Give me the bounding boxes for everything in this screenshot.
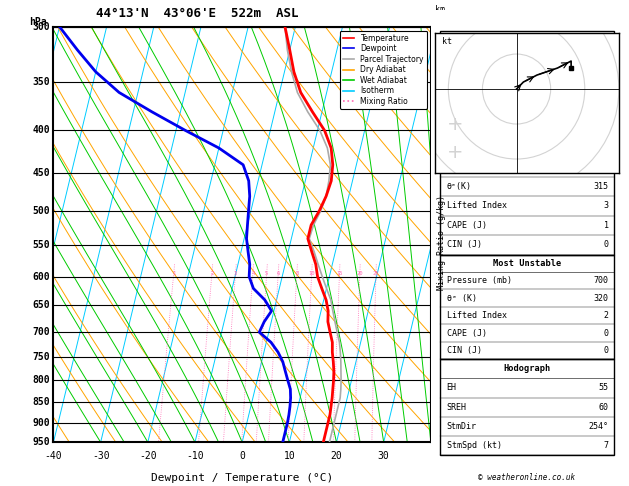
Text: Dewpoint / Temperature (°C): Dewpoint / Temperature (°C)	[151, 473, 333, 484]
Text: 700: 700	[594, 276, 609, 285]
Text: 0: 0	[239, 451, 245, 461]
Text: 750: 750	[32, 352, 50, 362]
Text: 700: 700	[32, 327, 50, 337]
Bar	[440, 255, 614, 359]
Text: 3: 3	[604, 201, 609, 210]
Text: 1: 1	[433, 418, 438, 428]
Bar	[440, 31, 614, 118]
Text: LCL: LCL	[433, 385, 448, 394]
Text: 20: 20	[357, 271, 363, 276]
Text: 4: 4	[251, 271, 255, 276]
Text: 2.07: 2.07	[589, 99, 609, 108]
Text: SREH: SREH	[447, 402, 467, 412]
Text: 0: 0	[604, 241, 609, 249]
Text: 1: 1	[172, 271, 175, 276]
Text: PW (cm): PW (cm)	[447, 99, 482, 108]
Text: 2: 2	[433, 375, 438, 385]
Text: Lifted Index: Lifted Index	[447, 311, 507, 320]
Text: θᵉ (K): θᵉ (K)	[447, 294, 477, 303]
Text: 15: 15	[599, 41, 609, 50]
Text: -10: -10	[186, 451, 204, 461]
Text: 400: 400	[32, 125, 50, 136]
Text: 10: 10	[284, 451, 295, 461]
Text: 600: 600	[32, 272, 50, 281]
Text: 3: 3	[234, 271, 237, 276]
Text: CIN (J): CIN (J)	[447, 346, 482, 355]
Text: Dewp (°C): Dewp (°C)	[447, 162, 492, 172]
Text: 650: 650	[32, 300, 50, 311]
Text: 8.6: 8.6	[594, 162, 609, 172]
Text: 10: 10	[308, 271, 315, 276]
Text: 8: 8	[295, 271, 299, 276]
Text: StmDir: StmDir	[447, 422, 477, 431]
Text: 2: 2	[604, 311, 609, 320]
Text: Temp (°C): Temp (°C)	[447, 143, 492, 152]
Text: 320: 320	[594, 294, 609, 303]
Text: 800: 800	[32, 375, 50, 385]
Text: 17.2: 17.2	[589, 143, 609, 152]
Text: 1: 1	[604, 221, 609, 230]
Text: 315: 315	[594, 182, 609, 191]
Text: CIN (J): CIN (J)	[447, 241, 482, 249]
Text: Mixing Ratio (g/kg): Mixing Ratio (g/kg)	[437, 195, 446, 291]
Text: -20: -20	[139, 451, 157, 461]
Bar	[440, 359, 614, 455]
Text: 5: 5	[433, 240, 438, 250]
Legend: Temperature, Dewpoint, Parcel Trajectory, Dry Adiabat, Wet Adiabat, Isotherm, Mi: Temperature, Dewpoint, Parcel Trajectory…	[340, 31, 427, 109]
Text: Pressure (mb): Pressure (mb)	[447, 276, 512, 285]
Text: -30: -30	[92, 451, 109, 461]
Text: 550: 550	[32, 240, 50, 250]
Text: 3: 3	[433, 327, 438, 337]
Text: θᵉ(K): θᵉ(K)	[447, 182, 472, 191]
Text: Lifted Index: Lifted Index	[447, 201, 507, 210]
Text: Totals Totals: Totals Totals	[447, 70, 512, 79]
Text: © weatheronline.co.uk: © weatheronline.co.uk	[478, 472, 576, 482]
Text: 15: 15	[337, 271, 343, 276]
Text: -40: -40	[45, 451, 62, 461]
Text: 350: 350	[32, 77, 50, 87]
Text: 0: 0	[604, 329, 609, 338]
Text: 6: 6	[433, 168, 438, 178]
Text: CAPE (J): CAPE (J)	[447, 329, 487, 338]
Text: 6: 6	[277, 271, 280, 276]
Text: Most Unstable: Most Unstable	[493, 259, 561, 268]
Text: 2: 2	[210, 271, 213, 276]
Text: 20: 20	[331, 451, 342, 461]
Text: 25: 25	[373, 271, 379, 276]
Text: K: K	[447, 41, 452, 50]
Text: Surface: Surface	[508, 123, 545, 132]
Text: 254°: 254°	[589, 422, 609, 431]
Text: 42: 42	[599, 70, 609, 79]
Text: hPa: hPa	[29, 17, 47, 27]
Text: 9: 9	[433, 22, 438, 32]
Text: km
ASL: km ASL	[435, 4, 450, 22]
Text: 850: 850	[32, 397, 50, 407]
Text: 55: 55	[599, 383, 609, 393]
Text: 7: 7	[433, 125, 438, 136]
Text: 8: 8	[433, 77, 438, 87]
Text: 7: 7	[604, 441, 609, 450]
Text: 0: 0	[604, 346, 609, 355]
Text: 4: 4	[433, 272, 438, 281]
Text: 950: 950	[32, 437, 50, 447]
Text: EH: EH	[447, 383, 457, 393]
Text: 300: 300	[32, 22, 50, 32]
Text: 60: 60	[599, 402, 609, 412]
Bar	[440, 118, 614, 255]
Text: 900: 900	[32, 418, 50, 428]
Text: 5: 5	[265, 271, 269, 276]
Text: 30: 30	[378, 451, 389, 461]
Text: StmSpd (kt): StmSpd (kt)	[447, 441, 502, 450]
Text: 450: 450	[32, 168, 50, 178]
Text: 44°13'N  43°06'E  522m  ASL: 44°13'N 43°06'E 522m ASL	[96, 7, 298, 20]
Text: Hodograph: Hodograph	[503, 364, 550, 373]
Text: CAPE (J): CAPE (J)	[447, 221, 487, 230]
Text: 500: 500	[32, 206, 50, 216]
